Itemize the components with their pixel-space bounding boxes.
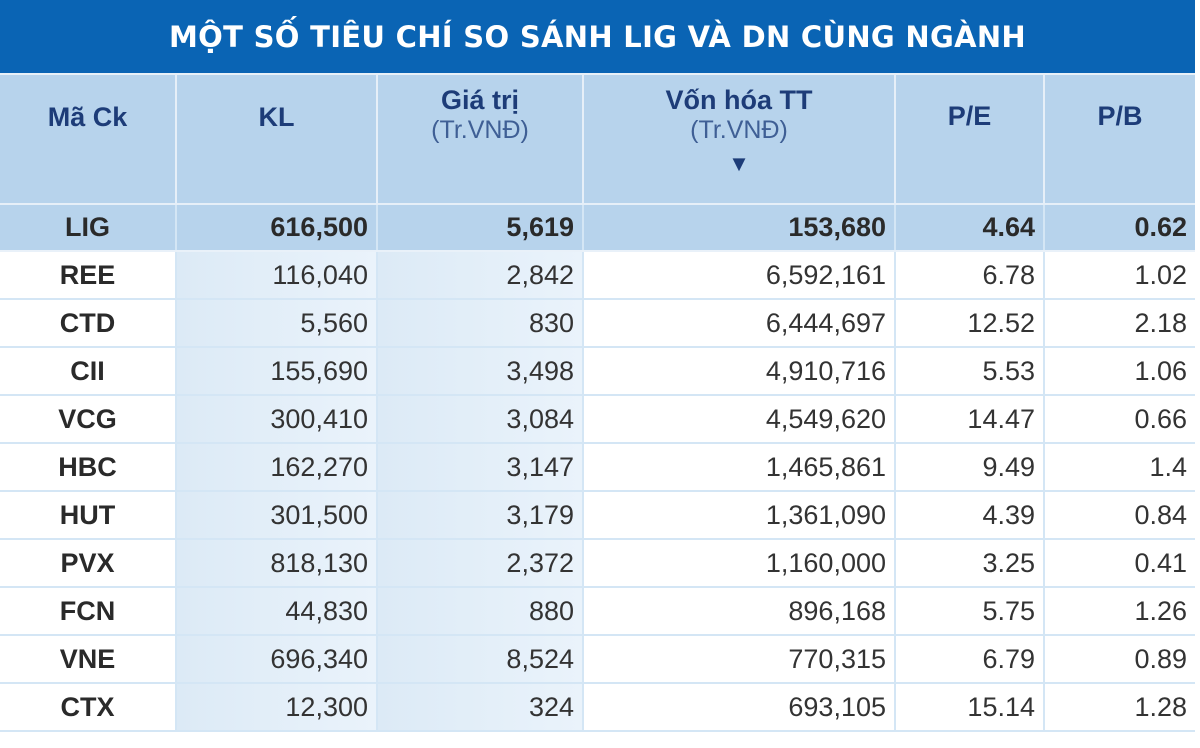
cell-von-hoa: 896,168 — [583, 587, 896, 636]
cell-gia-tri: 2,842 — [377, 251, 584, 300]
cell-kl: 300,410 — [176, 395, 378, 444]
cell-pe: 3.25 — [895, 539, 1045, 588]
cell-pe: 6.78 — [895, 251, 1045, 300]
cell-von-hoa: 693,105 — [583, 683, 896, 732]
cell-pb: 1.26 — [1044, 587, 1195, 636]
cell-pb: 0.66 — [1044, 395, 1195, 444]
cell-pe: 9.49 — [895, 443, 1045, 492]
table-row: CTD 5,560 830 6,444,697 12.52 2.18 — [0, 299, 1195, 348]
cell-code: CTD — [0, 299, 177, 348]
cell-von-hoa: 770,315 — [583, 635, 896, 684]
cell-pb: 1.4 — [1044, 443, 1195, 492]
col-header-von-hoa[interactable]: Vốn hóa TT (Tr.VNĐ) ▼ — [583, 75, 896, 205]
cell-kl: 696,340 — [176, 635, 378, 684]
cell-pe: 14.47 — [895, 395, 1045, 444]
cell-kl: 44,830 — [176, 587, 378, 636]
cell-von-hoa: 6,592,161 — [583, 251, 896, 300]
table-row: HUT 301,500 3,179 1,361,090 4.39 0.84 — [0, 491, 1195, 540]
col-header-pb[interactable]: P/B — [1044, 75, 1195, 205]
cell-code: REE — [0, 251, 177, 300]
cell-code: PVX — [0, 539, 177, 588]
col-header-code[interactable]: Mã Ck — [0, 75, 177, 205]
cell-gia-tri: 3,498 — [377, 347, 584, 396]
cell-kl: 155,690 — [176, 347, 378, 396]
cell-gia-tri: 324 — [377, 683, 584, 732]
cell-code: HUT — [0, 491, 177, 540]
cell-kl: 162,270 — [176, 443, 378, 492]
cell-von-hoa: 4,549,620 — [583, 395, 896, 444]
table-row: CTX 12,300 324 693,105 15.14 1.28 — [0, 683, 1195, 732]
cell-pb: 2.18 — [1044, 299, 1195, 348]
cell-pb: 1.02 — [1044, 251, 1195, 300]
cell-pb: 0.41 — [1044, 539, 1195, 588]
cell-gia-tri: 830 — [377, 299, 584, 348]
cell-gia-tri: 2,372 — [377, 539, 584, 588]
cell-gia-tri: 3,084 — [377, 395, 584, 444]
cell-pe: 15.14 — [895, 683, 1045, 732]
cell-code: VNE — [0, 635, 177, 684]
comparison-table-card: MỘT SỐ TIÊU CHÍ SO SÁNH LIG VÀ DN CÙNG N… — [0, 0, 1195, 732]
cell-von-hoa: 6,444,697 — [583, 299, 896, 348]
cell-kl: 616,500 — [176, 204, 378, 252]
table-row: FCN 44,830 880 896,168 5.75 1.26 — [0, 587, 1195, 636]
cell-code: CII — [0, 347, 177, 396]
cell-code: CTX — [0, 683, 177, 732]
cell-kl: 116,040 — [176, 251, 378, 300]
table-row: CII 155,690 3,498 4,910,716 5.53 1.06 — [0, 347, 1195, 396]
table-row: HBC 162,270 3,147 1,465,861 9.49 1.4 — [0, 443, 1195, 492]
cell-kl: 12,300 — [176, 683, 378, 732]
cell-pe: 4.64 — [895, 204, 1045, 252]
cell-von-hoa: 1,361,090 — [583, 491, 896, 540]
sort-desc-icon[interactable]: ▼ — [728, 151, 750, 176]
header-row: Mã Ck KL Giá trị (Tr.VNĐ) Vốn hóa TT (Tr… — [0, 75, 1195, 205]
cell-gia-tri: 880 — [377, 587, 584, 636]
cell-code: LIG — [0, 204, 177, 252]
cell-von-hoa: 153,680 — [583, 204, 896, 252]
table-row: PVX 818,130 2,372 1,160,000 3.25 0.41 — [0, 539, 1195, 588]
cell-code: FCN — [0, 587, 177, 636]
comparison-table: Mã Ck KL Giá trị (Tr.VNĐ) Vốn hóa TT (Tr… — [0, 75, 1195, 732]
table-title: MỘT SỐ TIÊU CHÍ SO SÁNH LIG VÀ DN CÙNG N… — [0, 0, 1195, 75]
cell-pe: 12.52 — [895, 299, 1045, 348]
cell-pe: 5.75 — [895, 587, 1045, 636]
cell-gia-tri: 3,147 — [377, 443, 584, 492]
col-header-kl[interactable]: KL — [176, 75, 378, 205]
cell-von-hoa: 1,465,861 — [583, 443, 896, 492]
cell-pe: 5.53 — [895, 347, 1045, 396]
cell-kl: 5,560 — [176, 299, 378, 348]
col-header-pe[interactable]: P/E — [895, 75, 1045, 205]
cell-pb: 0.84 — [1044, 491, 1195, 540]
table-row: REE 116,040 2,842 6,592,161 6.78 1.02 — [0, 251, 1195, 300]
cell-pe: 6.79 — [895, 635, 1045, 684]
cell-pb: 0.89 — [1044, 635, 1195, 684]
cell-kl: 818,130 — [176, 539, 378, 588]
cell-pb: 0.62 — [1044, 204, 1195, 252]
cell-von-hoa: 4,910,716 — [583, 347, 896, 396]
cell-gia-tri: 3,179 — [377, 491, 584, 540]
cell-kl: 301,500 — [176, 491, 378, 540]
table-row: VCG 300,410 3,084 4,549,620 14.47 0.66 — [0, 395, 1195, 444]
cell-von-hoa: 1,160,000 — [583, 539, 896, 588]
table-row-highlight: LIG 616,500 5,619 153,680 4.64 0.62 — [0, 204, 1195, 252]
table-row: VNE 696,340 8,524 770,315 6.79 0.89 — [0, 635, 1195, 684]
cell-pb: 1.28 — [1044, 683, 1195, 732]
cell-pe: 4.39 — [895, 491, 1045, 540]
cell-gia-tri: 8,524 — [377, 635, 584, 684]
cell-gia-tri: 5,619 — [377, 204, 584, 252]
cell-code: VCG — [0, 395, 177, 444]
col-header-gia-tri[interactable]: Giá trị (Tr.VNĐ) — [377, 75, 584, 205]
cell-pb: 1.06 — [1044, 347, 1195, 396]
cell-code: HBC — [0, 443, 177, 492]
